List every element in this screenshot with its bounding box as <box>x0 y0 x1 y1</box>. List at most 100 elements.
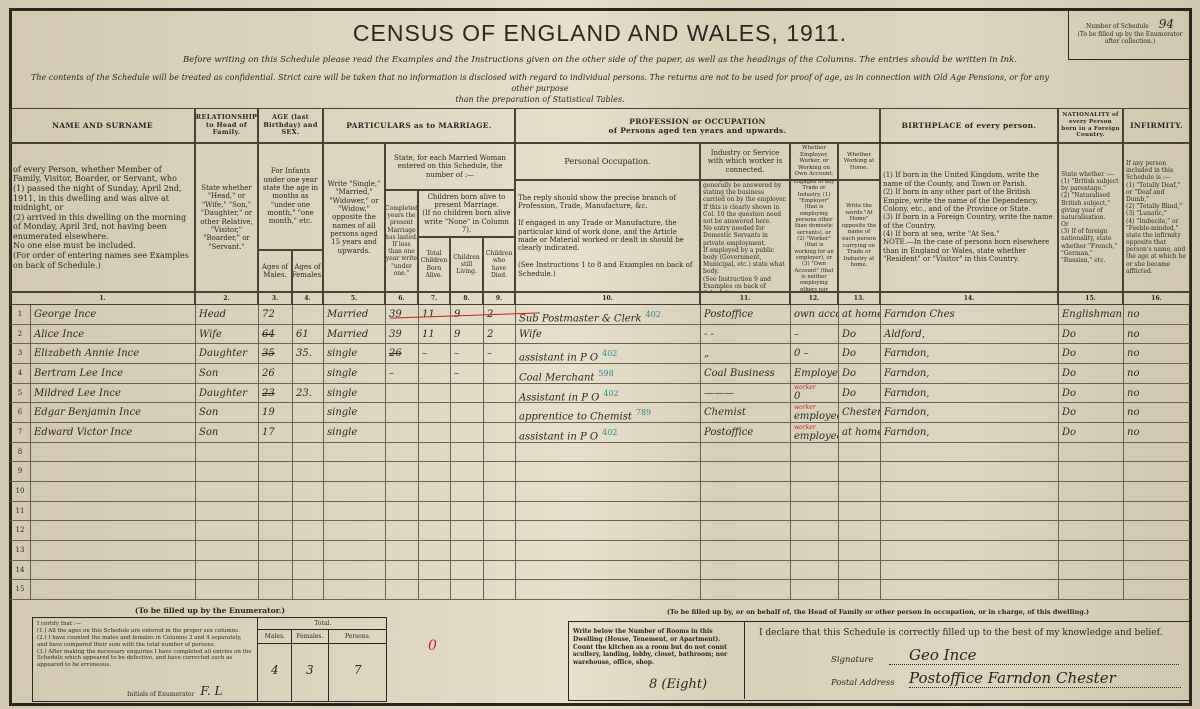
status-correction: worker <box>794 384 816 392</box>
occupation-cell-text: Coal Merchant <box>519 372 595 383</box>
industry-cell <box>700 521 790 541</box>
living-cell <box>450 501 483 521</box>
address-label: Postal Address <box>831 678 895 688</box>
header-age: AGE (last Birthday) and SEX. <box>258 108 323 143</box>
at-home-cell: at home <box>838 423 880 442</box>
row-number: 10 <box>10 482 30 501</box>
marital-cell <box>323 501 385 521</box>
marital-cell-text: single <box>327 387 358 399</box>
table-row: 13 <box>10 541 1190 561</box>
age-male-cell <box>258 560 292 580</box>
living-cell <box>450 383 483 403</box>
row-number-text: 11 <box>15 506 25 515</box>
infirmity-cell-text: no <box>1127 427 1140 439</box>
at-home-cell <box>838 482 880 501</box>
occupation-cell <box>515 580 700 600</box>
industry-cell: Chemist <box>700 403 790 423</box>
column-number: 3. <box>258 292 292 305</box>
died-cell <box>483 521 515 541</box>
column-number: 1. <box>10 292 195 305</box>
nationality-cell-text: Do <box>1062 407 1077 419</box>
at-home-cell: Do <box>838 324 880 344</box>
males-label: Males. <box>264 633 285 640</box>
occupation-cell <box>515 442 700 462</box>
column-number: 10. <box>515 292 700 305</box>
infirmity-cell-text: no <box>1127 328 1140 340</box>
header-industry-desc: This question should generally be answer… <box>700 180 790 292</box>
age-male-cell <box>258 521 292 541</box>
header-married-woman: State, for each Married Woman entered on… <box>385 143 515 190</box>
industry-cell: Postoffice <box>700 305 790 324</box>
name-cell: Mildred Lee Ince <box>30 383 195 403</box>
status-correction: worker <box>794 404 816 412</box>
infirmity-cell-text: no <box>1127 387 1140 399</box>
birthplace-cell: Aldford, <box>880 324 1058 344</box>
birthplace-cell: Farndon, <box>880 364 1058 383</box>
at-home-cell <box>838 541 880 560</box>
age-male-cell-text: 19 <box>262 407 275 419</box>
occupation-cell-text: Assistant in P O <box>519 392 600 403</box>
name-cell-text: Mildred Lee Ince <box>34 387 121 399</box>
rooms-instruction: Write below the Number of Rooms in this … <box>573 628 728 667</box>
occupation-code: 402 <box>603 388 619 398</box>
relationship-cell-text: Head <box>199 309 227 320</box>
relationship-cell: Daughter <box>195 344 258 364</box>
infirmity-cell <box>1123 482 1190 501</box>
employment-status-cell: Employer <box>790 364 838 383</box>
years-married-cell <box>385 482 418 501</box>
employment-status-cell: 0 – <box>790 344 838 364</box>
nationality-cell-text: Do <box>1062 328 1077 340</box>
years-married-cell: 26 <box>385 344 418 364</box>
column-number: 8. <box>450 292 483 305</box>
infirmity-cell <box>1123 501 1190 521</box>
marital-cell: single <box>323 423 385 442</box>
occupation-code: 402 <box>602 349 618 359</box>
infirmity-cell: no <box>1123 364 1190 383</box>
row-number-text: 1 <box>17 310 23 318</box>
age-male-cell-text: 64 <box>262 328 275 340</box>
marital-cell <box>323 541 385 560</box>
employment-status-cell: own account <box>790 305 838 324</box>
column-number: 15. <box>1058 292 1123 305</box>
living-cell-text: – <box>454 348 459 360</box>
born-alive-cell <box>418 462 450 482</box>
table-row: 7 Edward Victor Ince Son 17 single assistant … <box>10 423 1190 443</box>
age-male-cell <box>258 442 292 462</box>
relationship-cell: Son <box>195 403 258 423</box>
nationality-cell: Englishman <box>1058 305 1123 324</box>
birthplace-cell: Farndon, <box>880 403 1058 423</box>
column-number: 13. <box>838 292 880 305</box>
header-died: Children who have Died. <box>483 237 515 292</box>
at-home-cell-text: at home <box>842 427 880 439</box>
name-cell: Bertram Lee Ince <box>30 364 195 383</box>
confidential-line: The contents of the Schedule will be tre… <box>31 73 1049 93</box>
industry-cell <box>700 541 790 560</box>
age-male-cell <box>258 501 292 521</box>
row-number-text: 12 <box>15 526 25 535</box>
industry-cell <box>700 580 790 600</box>
row-number: 12 <box>10 521 30 540</box>
at-home-cell: at home <box>838 305 880 324</box>
died-cell <box>483 383 515 403</box>
occupation-cell: Sub Postmaster & Clerk 402 <box>515 305 700 324</box>
age-female-cell: 35. <box>292 344 323 364</box>
years-married-cell <box>385 560 418 580</box>
birthplace-cell-text: Farndon, <box>884 427 930 439</box>
living-cell <box>450 403 483 423</box>
age-male-cell: 17 <box>258 423 292 442</box>
born-alive-cell-text: 11 <box>422 309 435 320</box>
age-female-cell <box>292 541 323 560</box>
at-home-cell-text: Do <box>842 387 857 399</box>
industry-cell: Postoffice <box>700 423 790 442</box>
birthplace-cell: Farndon, <box>880 344 1058 364</box>
occupation-cell: Wife <box>515 324 700 344</box>
industry-cell: - - <box>700 324 790 344</box>
column-number: 11. <box>700 292 790 305</box>
row-number-text: 5 <box>17 388 23 397</box>
enumerator-certify: I certify that :— (1.) All the ages on t… <box>37 621 252 669</box>
nationality-cell <box>1058 442 1123 462</box>
birthplace-cell-text: Farndon, <box>884 368 930 379</box>
relationship-cell <box>195 482 258 501</box>
row-number-text: 9 <box>17 467 23 476</box>
born-alive-cell <box>418 442 450 462</box>
